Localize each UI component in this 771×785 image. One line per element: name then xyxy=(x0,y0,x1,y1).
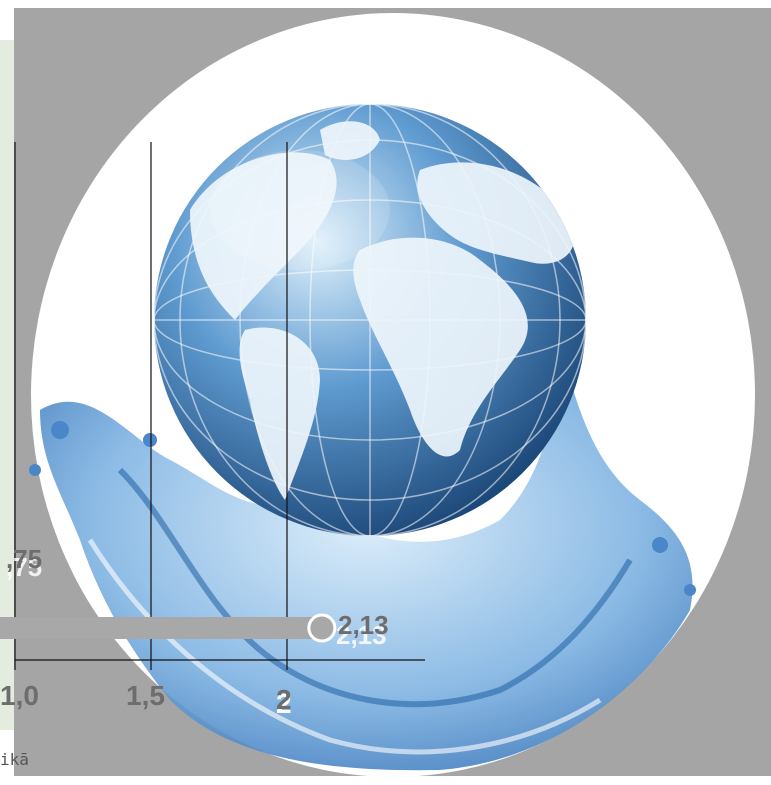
caption-fragment: ikā xyxy=(0,750,29,769)
water-splash-illustration xyxy=(29,360,696,771)
x-tick-label-2: 2 xyxy=(276,684,292,715)
chart-background-panel xyxy=(0,40,14,730)
bar-value-label-behind: 2,13 xyxy=(336,620,387,650)
left-value-label: ,75 xyxy=(6,544,43,574)
chart-gridlines xyxy=(14,142,425,670)
x-tick-label-2-behind: 2 xyxy=(276,688,292,719)
x-tick-label-1-5: 1,5 xyxy=(126,680,165,711)
bar-series xyxy=(0,613,337,643)
x-tick-label-1-0: 1,0 xyxy=(0,680,39,711)
left-value-label-behind: ,75 xyxy=(6,552,43,582)
globe-illustration xyxy=(154,104,586,536)
bar-value-label: 2,13 xyxy=(338,610,389,640)
bar xyxy=(0,617,323,639)
bar-end-marker xyxy=(307,613,337,643)
